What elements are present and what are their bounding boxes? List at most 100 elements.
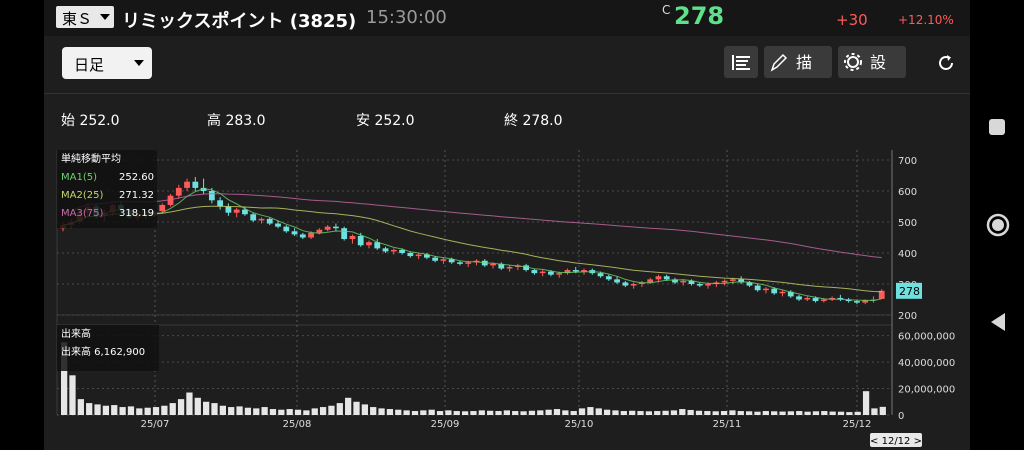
candle-body: [258, 218, 265, 221]
candle-body: [548, 271, 554, 275]
volume-tick-label: 40,000,000: [898, 358, 955, 369]
volume-bar: [286, 409, 293, 415]
candle-body: [614, 279, 620, 283]
candle-body: [556, 273, 563, 275]
candle-body: [324, 226, 331, 230]
volume-bar: [754, 411, 761, 415]
pencil-icon: [770, 53, 788, 72]
candle-body: [523, 265, 530, 271]
volume-bar: [846, 412, 853, 415]
volume-bar: [737, 411, 744, 415]
x-tick-label: 25/07: [141, 419, 170, 430]
candle-body: [399, 249, 405, 253]
refresh-icon[interactable]: [936, 53, 956, 73]
volume-bar: [654, 411, 661, 415]
candle-body: [771, 288, 778, 294]
header-bar: 東Ｓ リミックスポイント (3825) 15:30:00 C 278 +30 +…: [44, 0, 970, 36]
candle-body: [159, 204, 166, 212]
volume-bar: [294, 409, 302, 415]
last-price-tag-bg: [896, 282, 922, 299]
price-marker: C: [662, 3, 671, 17]
volume-bar: [871, 408, 878, 415]
draw-button[interactable]: 描画: [764, 46, 832, 78]
candle-body: [407, 253, 414, 257]
low-label: 安: [356, 113, 370, 129]
square-icon[interactable]: [987, 117, 1007, 137]
volume-bar: [470, 411, 477, 415]
period-label: 日足: [74, 56, 105, 74]
candle-body: [291, 231, 298, 235]
volume-bar: [620, 411, 627, 415]
volume-tick-label: 60,000,000: [898, 332, 955, 343]
ma-legend-box: [57, 150, 157, 228]
candle-body: [167, 195, 174, 205]
volume-bar: [712, 411, 719, 415]
volume-bar: [495, 411, 502, 415]
volume-bar: [428, 409, 435, 415]
candle-body: [854, 301, 860, 303]
volume-bar: [821, 411, 828, 415]
candle-body: [283, 226, 290, 232]
x-tick-label: 25/12: [843, 419, 872, 430]
volume-bar: [645, 411, 653, 415]
candle-body: [804, 297, 811, 300]
candle-body: [217, 200, 224, 207]
settings-button[interactable]: 設定: [838, 46, 906, 78]
candle-body: [605, 276, 612, 280]
period-select[interactable]: 日足: [62, 47, 152, 79]
volume-bar: [629, 410, 636, 415]
volume-bar: [796, 411, 803, 415]
candle-body: [763, 288, 769, 291]
volume-bar: [303, 410, 310, 415]
ohlc-low: 安 252.0: [356, 110, 415, 130]
divider: [44, 93, 970, 94]
exchange-select[interactable]: 東Ｓ: [56, 6, 114, 28]
stock-chart[interactable]: 700600500400300200278単純移動平均MA1(5)252.60M…: [44, 0, 970, 450]
price-tick-label: 500: [898, 218, 917, 229]
chart-type-button[interactable]: [724, 46, 758, 78]
x-tick-label: 25/09: [431, 419, 460, 430]
candle-body: [448, 259, 455, 263]
candle-body: [233, 209, 240, 213]
price-tick-label: 700: [898, 156, 917, 167]
candle-body: [680, 280, 687, 283]
candle-body: [341, 228, 348, 240]
candle-body: [432, 257, 439, 261]
volume-bar: [545, 409, 552, 415]
chevron-down-icon: [100, 14, 110, 20]
ohlc-high: 高 283.0: [207, 110, 266, 130]
candle-body: [787, 291, 794, 297]
volume-bar: [453, 411, 460, 415]
candle-body: [490, 263, 496, 266]
open-label: 始: [61, 113, 75, 129]
volume-bar: [528, 410, 536, 415]
volume-bar: [203, 401, 210, 415]
candle-body: [597, 273, 604, 277]
volume-bar: [228, 407, 235, 415]
chart-app: 東Ｓ リミックスポイント (3825) 15:30:00 C 278 +30 +…: [44, 0, 970, 450]
back-triangle-icon[interactable]: [988, 311, 1008, 333]
volume-bar: [86, 403, 93, 415]
candle-body: [655, 276, 662, 280]
volume-bar: [829, 411, 836, 415]
home-circle-icon[interactable]: [985, 212, 1011, 238]
volume-bar: [111, 405, 118, 415]
candle-body: [366, 242, 372, 246]
volume-tick-label: 20,000,000: [898, 385, 955, 396]
x-tick-label: 25/10: [565, 419, 594, 430]
candle-body: [208, 191, 215, 201]
volume-bar: [144, 407, 151, 415]
candle-body: [374, 242, 381, 249]
ma3-legend-label: MA3(75): [61, 208, 103, 219]
candle-body: [299, 234, 306, 238]
candle-body: [423, 254, 430, 258]
volume-bar: [361, 404, 368, 415]
chevron-down-icon: [134, 60, 144, 66]
candle-body: [672, 279, 678, 283]
candle-body: [647, 279, 654, 283]
volume-bar: [787, 411, 795, 415]
ma3-line: [62, 193, 882, 259]
volume-bar: [461, 411, 469, 415]
high-label: 高: [207, 113, 221, 129]
ma3-legend-value: 318.19: [119, 208, 154, 219]
